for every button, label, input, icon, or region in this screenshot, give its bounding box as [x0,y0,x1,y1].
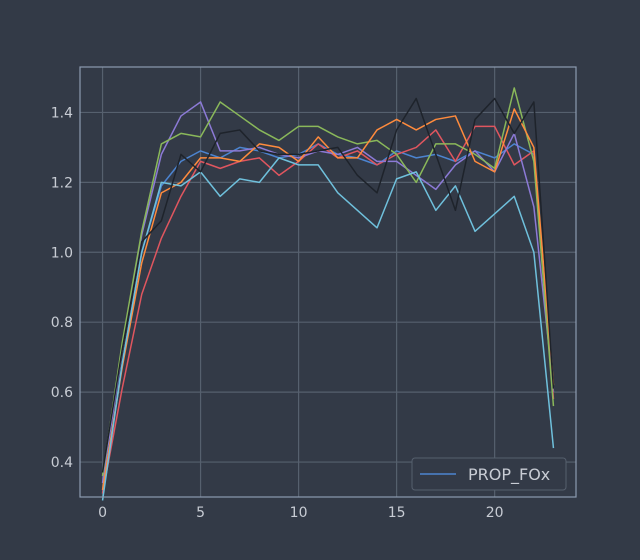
x-tick-label: 0 [98,505,107,521]
plot-area-background [80,67,576,497]
x-axis-tick-labels: 0 5 10 15 20 [98,505,503,521]
gridlines [80,67,576,497]
series-line-7 [101,97,555,473]
series-line-4 [101,87,555,477]
x-tick-label: 20 [486,505,504,521]
x-tick-label: 10 [290,505,308,521]
y-tick-label: 1.4 [51,105,73,121]
series-line-5 [101,108,555,491]
y-axis-tick-labels: 0.4 0.6 0.8 1.0 1.2 1.4 [51,105,73,471]
y-tick-label: 0.6 [51,385,73,401]
y-tick-label: 0.8 [51,315,73,331]
x-tick-label: 5 [196,505,205,521]
y-tick-label: 1.0 [51,245,73,261]
y-tick-label: 0.4 [51,455,73,471]
series-line-6 [101,157,555,501]
series-lines [101,87,555,501]
x-tick-label: 15 [388,505,406,521]
legend: PROP_FOx [411,457,567,491]
plot-area-frame [79,66,577,498]
y-tick-label: 1.2 [51,175,73,191]
series-line-3 [101,101,555,484]
legend-label: PROP_FOx [468,465,550,485]
series-line-2 [101,125,555,494]
legend-box [411,457,567,491]
